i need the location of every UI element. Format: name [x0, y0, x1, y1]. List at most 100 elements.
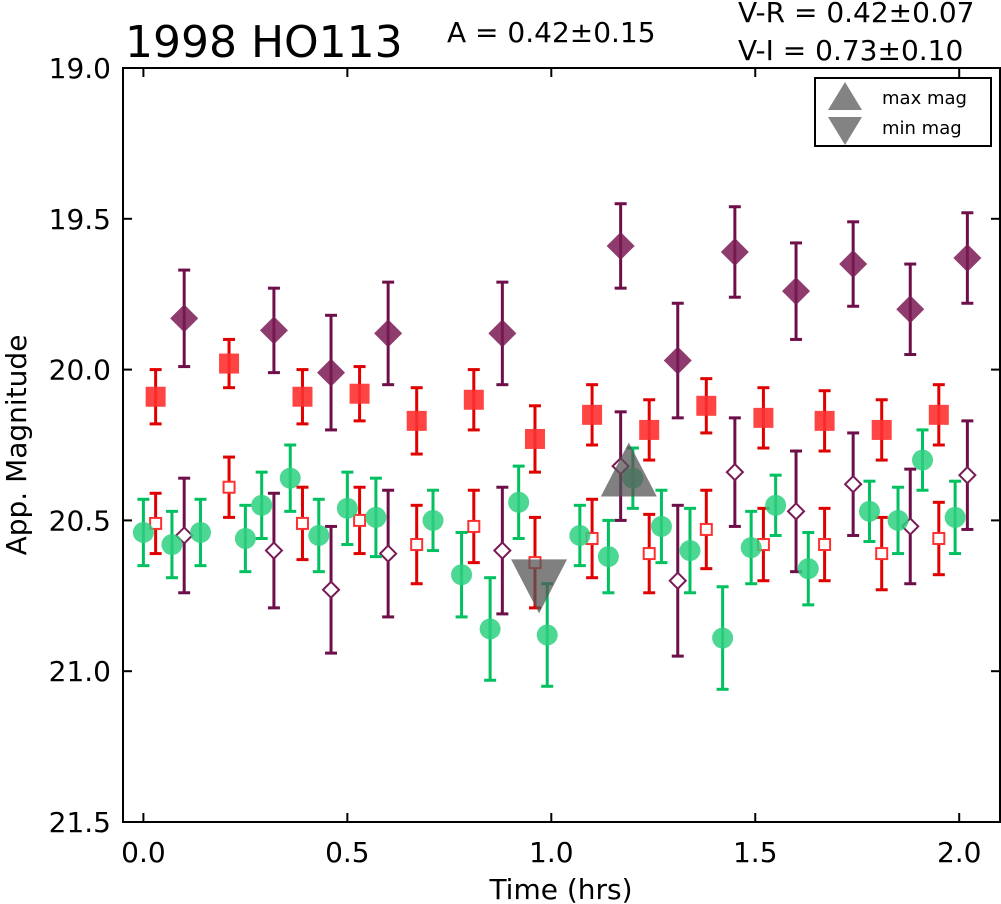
legend: max mag min mag — [814, 77, 992, 147]
data-point — [374, 319, 403, 348]
data-point — [353, 513, 367, 527]
x-tick-label: 1.5 — [733, 836, 778, 869]
data-point — [782, 277, 811, 306]
data-point — [597, 546, 619, 568]
data-point — [336, 497, 358, 519]
data-point — [264, 541, 284, 560]
data-point — [814, 410, 835, 431]
data-point — [492, 541, 512, 560]
data-point — [871, 419, 892, 440]
y-axis-label: App. Magnitude — [0, 335, 33, 556]
data-point — [887, 509, 909, 531]
series-2 — [145, 337, 949, 474]
y-tick-label: 19.0 — [49, 52, 111, 85]
series-4 — [132, 428, 966, 691]
data-point — [295, 516, 309, 530]
y-tick-label: 19.5 — [49, 203, 111, 236]
data-point — [765, 494, 787, 516]
color-index-vr: V-R = 0.42±0.07 — [738, 0, 974, 29]
data-point — [720, 237, 749, 266]
data-point — [944, 506, 966, 528]
data-point — [406, 410, 427, 431]
plot-frame — [122, 67, 1001, 823]
data-point — [858, 500, 880, 522]
series-0 — [170, 202, 982, 432]
data-point — [422, 509, 444, 531]
legend-min-mag-marker — [828, 117, 862, 145]
max-mag-marker — [600, 442, 657, 497]
data-point — [896, 295, 925, 324]
legend-max-mag-label: max mag — [882, 88, 967, 109]
data-point — [317, 358, 346, 387]
data-point — [508, 491, 530, 513]
data-point — [222, 480, 236, 494]
y-tick-label: 21.0 — [49, 655, 111, 688]
data-point — [957, 465, 977, 485]
legend-min-mag-label: min mag — [882, 118, 962, 139]
data-point — [725, 462, 745, 482]
data-point — [308, 524, 330, 546]
data-point — [451, 564, 473, 586]
y-tick-label: 20.0 — [49, 354, 111, 387]
x-tick-label: 0.0 — [121, 836, 166, 869]
data-point — [875, 547, 889, 561]
data-point — [786, 501, 806, 521]
data-point — [911, 449, 933, 471]
data-point — [251, 494, 273, 516]
data-point — [639, 419, 660, 440]
data-point — [170, 304, 199, 333]
data-point — [642, 547, 656, 561]
data-point — [410, 538, 424, 552]
data-point — [699, 522, 713, 536]
data-point — [488, 319, 517, 348]
series-1 — [174, 410, 977, 658]
plot-marks — [132, 202, 982, 691]
data-point — [818, 538, 832, 552]
data-point — [292, 386, 313, 407]
x-tick-label: 2.0 — [937, 836, 982, 869]
extremum-markers — [511, 442, 657, 614]
legend-max-mag-marker — [828, 82, 862, 110]
data-point — [650, 515, 672, 537]
data-point — [753, 407, 774, 428]
data-point — [463, 389, 484, 410]
x-tick-label: 1.0 — [529, 836, 574, 869]
x-axis-label: Time (hrs) — [488, 873, 632, 904]
data-point — [161, 534, 183, 556]
data-point — [712, 627, 734, 649]
x-tick-label: 0.5 — [325, 836, 370, 869]
data-point — [190, 521, 212, 543]
data-point — [536, 624, 558, 646]
color-index-vi: V-I = 0.73±0.10 — [738, 34, 963, 67]
data-point — [234, 527, 256, 549]
axis-ticks: 0.0 0.5 1.0 1.5 2.0 19.0 19.5 20.0 20.5 21.0 21.5 — [49, 52, 1000, 869]
data-point — [259, 316, 288, 345]
y-tick-label: 20.5 — [49, 504, 111, 537]
data-point — [321, 580, 341, 600]
data-point — [145, 386, 166, 407]
data-point — [679, 540, 701, 562]
data-point — [279, 467, 301, 489]
data-point — [740, 537, 762, 559]
data-point — [467, 519, 481, 533]
data-point — [696, 395, 717, 416]
data-point — [149, 516, 163, 530]
data-point — [797, 558, 819, 580]
y-tick-label: 21.5 — [49, 806, 111, 839]
data-point — [839, 250, 868, 279]
data-point — [582, 404, 603, 425]
data-point — [479, 618, 501, 640]
data-point — [132, 521, 154, 543]
amplitude-label: A = 0.42±0.15 — [447, 16, 656, 49]
data-point — [606, 231, 635, 260]
data-point — [365, 506, 387, 528]
data-point — [932, 531, 946, 545]
data-point — [569, 524, 591, 546]
data-point — [378, 544, 398, 563]
data-point — [928, 404, 949, 425]
data-point — [524, 428, 545, 449]
data-point — [219, 353, 240, 374]
data-point — [668, 571, 688, 591]
data-point — [663, 346, 692, 375]
